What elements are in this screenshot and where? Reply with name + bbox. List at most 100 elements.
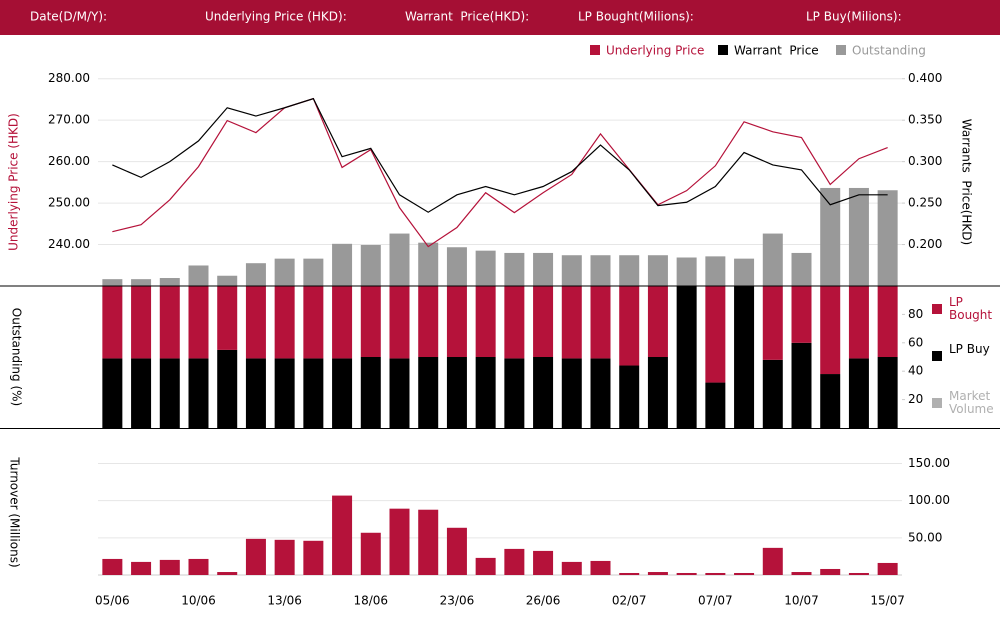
turnover-bar xyxy=(475,557,496,575)
turnover-bar xyxy=(561,561,582,575)
outstanding-bar xyxy=(533,252,554,286)
stacked-bar xyxy=(676,286,697,428)
y-tick-label: 80 xyxy=(908,307,923,321)
stacked-bar xyxy=(446,286,467,357)
stacked-bar xyxy=(533,357,554,428)
legend-label: Underlying Price xyxy=(606,44,704,58)
x-tick-label: 23/06 xyxy=(440,594,475,608)
x-tick-label: 18/06 xyxy=(353,594,388,608)
legend-label: LP Buy xyxy=(949,342,990,356)
stacked-bar xyxy=(762,359,783,428)
x-tick-label: 13/06 xyxy=(267,594,302,608)
stacked-bar xyxy=(418,286,439,357)
stacked-bar xyxy=(561,358,582,428)
legend-swatch xyxy=(932,398,942,408)
stacked-bar xyxy=(245,358,266,428)
turnover-bar xyxy=(820,568,841,575)
legend-swatch xyxy=(718,45,728,55)
stacked-bar xyxy=(131,358,152,428)
outstanding-bar xyxy=(791,252,812,286)
outstanding-bar xyxy=(561,255,582,286)
x-tick-label: 07/07 xyxy=(698,594,733,608)
outstanding-bar xyxy=(619,255,640,286)
stacked-bar xyxy=(590,358,611,428)
outstanding-bar xyxy=(188,265,209,286)
stacked-bar xyxy=(360,357,381,428)
stacked-bar xyxy=(504,358,525,428)
stacked-bar xyxy=(217,286,238,350)
turnover-bar xyxy=(590,560,611,575)
x-tick-label: 26/06 xyxy=(526,594,561,608)
stacked-bar xyxy=(446,357,467,428)
stacked-bar xyxy=(877,357,898,428)
stacked-bar xyxy=(360,286,381,357)
header-bar xyxy=(0,0,1000,35)
stacked-bar xyxy=(303,286,324,359)
turnover-bar xyxy=(389,508,410,575)
outstanding-bar xyxy=(877,190,898,286)
outstanding-bar xyxy=(217,275,238,286)
stacked-bar xyxy=(734,286,755,428)
legend-label: Warrant Price xyxy=(734,44,819,58)
x-tick-label: 10/07 xyxy=(784,594,819,608)
y-tick-label: 0.350 xyxy=(908,113,942,127)
stacked-bar xyxy=(332,358,353,428)
outstanding-bar xyxy=(676,257,697,286)
y-tick-label: 150.00 xyxy=(908,456,950,470)
x-tick-label: 15/07 xyxy=(870,594,905,608)
stacked-bar xyxy=(274,358,295,428)
turnover-bar xyxy=(131,561,152,575)
outstanding-bar xyxy=(102,279,123,286)
price-line xyxy=(112,97,888,248)
turnover-bar xyxy=(188,558,209,575)
outstanding-bar xyxy=(274,258,295,286)
header-field: Warrant Price(HKD): xyxy=(405,10,529,24)
y-tick-label: 0.400 xyxy=(908,71,942,85)
y2-axis-title: Warrants Price(HKD) xyxy=(960,119,974,245)
stacked-bar xyxy=(762,286,783,360)
turnover-bar xyxy=(217,572,238,575)
stacked-bar xyxy=(389,358,410,428)
turnover-bar xyxy=(418,509,439,575)
legend-swatch xyxy=(932,351,942,361)
legend-swatch xyxy=(836,45,846,55)
stacked-bar xyxy=(705,382,726,428)
header-field: LP Bought(Milions): xyxy=(578,10,694,24)
y-tick-label: 240.00 xyxy=(48,237,90,251)
outstanding-bar xyxy=(590,255,611,286)
stacked-bar xyxy=(848,358,869,428)
y-tick-label: 280.00 xyxy=(48,71,90,85)
stacked-bar xyxy=(188,358,209,428)
turnover-bar xyxy=(762,547,783,575)
outstanding-bar xyxy=(705,256,726,286)
outstanding-bar xyxy=(762,233,783,286)
stacked-bar xyxy=(245,286,266,359)
stacked-bar xyxy=(159,358,180,428)
x-tick-label: 05/06 xyxy=(95,594,130,608)
stacked-bar xyxy=(561,286,582,359)
stacked-bar xyxy=(791,342,812,428)
y-axis-title: Underlying Price (HKD) xyxy=(7,113,21,251)
y-tick-label: 270.00 xyxy=(48,113,90,127)
stacked-bar xyxy=(102,286,123,359)
stacked-bar xyxy=(619,286,640,366)
outstanding-bar xyxy=(820,187,841,286)
turnover-bar xyxy=(446,527,467,575)
turnover-bar xyxy=(791,572,812,575)
outstanding-bar xyxy=(131,279,152,286)
legend-swatch xyxy=(932,304,942,314)
stacked-bar xyxy=(102,358,123,428)
turnover-bar xyxy=(877,562,898,575)
stacked-bar xyxy=(877,286,898,357)
stacked-bar xyxy=(533,286,554,357)
stacked-bar xyxy=(159,286,180,359)
stacked-bar xyxy=(590,286,611,359)
outstanding-bar xyxy=(360,244,381,286)
y-axis-title: Turnover (Millions) xyxy=(8,456,22,567)
turnover-bar xyxy=(274,539,295,575)
stacked-bar xyxy=(475,286,496,357)
outstanding-bar xyxy=(418,242,439,286)
turnover-bar xyxy=(848,572,869,575)
y-tick-label: 60 xyxy=(908,335,923,349)
